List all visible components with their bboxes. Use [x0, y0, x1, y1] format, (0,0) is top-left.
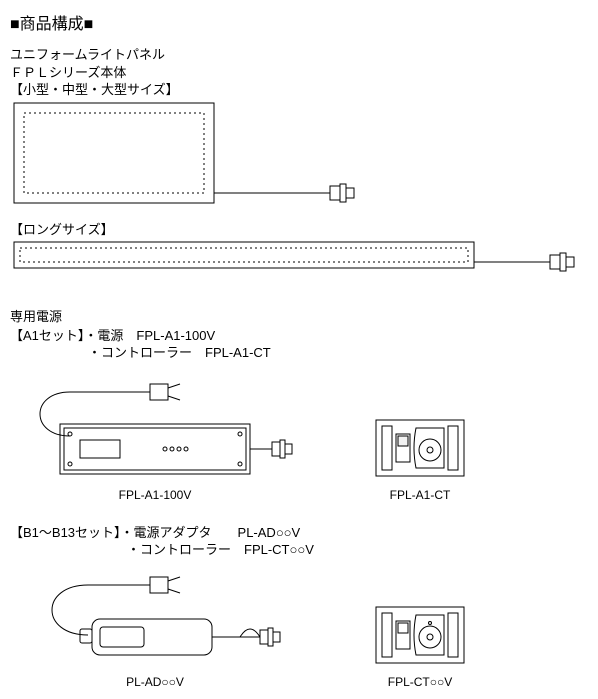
b-adapter-block: PL-AD○○V: [10, 571, 300, 689]
a1-ctrl-block: FPL-A1-CT: [370, 414, 470, 502]
page-title: ■商品構成■: [10, 10, 588, 34]
a1-line-2: ・コントローラー FPL-A1-CT: [10, 344, 588, 362]
panel-line-3: 【小型・中型・大型サイズ】: [10, 81, 588, 99]
panel-header: ユニフォームライトパネル ＦＰＬシリーズ本体 【小型・中型・大型サイズ】: [10, 46, 588, 99]
b-ctrl-diagram: [370, 601, 470, 671]
panel-small-diagram: [10, 99, 588, 219]
b-line-2: ・コントローラー FPL-CT○○V: [10, 541, 588, 559]
panel-long-label: 【ロングサイズ】: [10, 219, 588, 238]
a1-header: 【A1セット】・電源 FPL-A1-100V ・コントローラー FPL-A1-C…: [10, 327, 588, 362]
b-header: 【B1～B13セット】・電源アダプタ PL-AD○○V ・コントローラー FPL…: [10, 524, 588, 559]
b-line-1: 【B1～B13セット】・電源アダプタ PL-AD○○V: [10, 524, 588, 542]
a1-psu-diagram: [10, 374, 300, 484]
panel-long-diagram: [10, 238, 588, 288]
a1-ctrl-caption: FPL-A1-CT: [370, 488, 470, 502]
a1-ctrl-diagram: [370, 414, 470, 484]
a1-psu-caption: FPL-A1-100V: [10, 488, 300, 502]
b-adapter-caption: PL-AD○○V: [10, 675, 300, 689]
psu-heading: 専用電源: [10, 306, 588, 325]
b-adapter-diagram: [10, 571, 300, 671]
b-ctrl-caption: FPL-CT○○V: [370, 675, 470, 689]
panel-line-2: ＦＰＬシリーズ本体: [10, 64, 588, 82]
panel-line-1: ユニフォームライトパネル: [10, 46, 588, 64]
a1-psu-block: FPL-A1-100V: [10, 374, 300, 502]
a1-line-1: 【A1セット】・電源 FPL-A1-100V: [10, 327, 588, 345]
b-ctrl-block: FPL-CT○○V: [370, 601, 470, 689]
